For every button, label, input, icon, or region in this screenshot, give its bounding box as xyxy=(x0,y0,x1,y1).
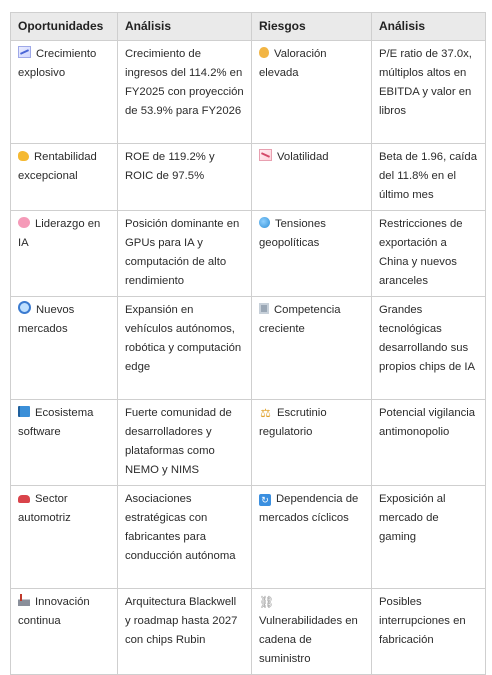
risk-analysis-cell: Exposición al mercado de gaming xyxy=(371,485,486,589)
opportunity-cell: Innovación continua xyxy=(10,588,118,675)
opportunity-analysis-cell: Fuerte comunidad de desarrolladores y pl… xyxy=(117,399,252,486)
risk-label: Competencia creciente xyxy=(259,304,341,335)
opportunity-label: Ecosistema software xyxy=(18,407,94,438)
risk-cell: Tensiones geopolíticas xyxy=(251,210,372,297)
opportunity-analysis-cell: Crecimiento de ingresos del 114.2% en FY… xyxy=(117,40,252,144)
balance-scale-icon: ⚖ xyxy=(260,406,271,420)
chart-decreasing-icon xyxy=(259,149,272,161)
risk-analysis-cell: Grandes tecnológicas desarrollando sus p… xyxy=(371,296,486,400)
header-risks: Riesgos xyxy=(251,12,372,41)
risk-cell: Volatilidad xyxy=(251,143,372,211)
table-row: Ecosistema software Fuerte comunidad de … xyxy=(10,399,486,486)
opportunity-analysis-cell: Arquitectura Blackwell y roadmap hasta 2… xyxy=(117,588,252,675)
opportunity-analysis-cell: Asociaciones estratégicas con fabricante… xyxy=(117,485,252,589)
risk-label: Tensiones geopolíticas xyxy=(259,218,326,249)
opportunity-label: Rentabilidad excepcional xyxy=(18,151,97,182)
risk-label: Dependencia de mercados cíclicos xyxy=(259,493,359,524)
opportunity-cell: Liderazgo en IA xyxy=(10,210,118,297)
chart-increasing-icon xyxy=(18,46,31,58)
risk-cell: ↻ Dependencia de mercados cíclicos xyxy=(251,485,372,589)
car-icon xyxy=(18,495,30,503)
risk-cell: Competencia creciente xyxy=(251,296,372,400)
risk-cell: ⛓ Vulnerabilidades en cadena de suministr… xyxy=(251,588,372,675)
opportunity-cell: Rentabilidad excepcional xyxy=(10,143,118,211)
risk-analysis-cell: Restricciones de exportación a China y n… xyxy=(371,210,486,297)
magnifying-glass-icon xyxy=(18,301,31,314)
opportunity-analysis-cell: Expansión en vehículos autónomos, robóti… xyxy=(117,296,252,400)
header-opportunity-analysis: Análisis xyxy=(117,12,252,41)
opportunity-analysis-cell: ROE de 119.2% y ROIC de 97.5% xyxy=(117,143,252,211)
money-bag-icon xyxy=(259,47,269,58)
risk-analysis-cell: Posibles interrupciones en fabricación xyxy=(371,588,486,675)
opportunity-cell: Crecimiento explosivo xyxy=(10,40,118,144)
opportunity-label: Nuevos mercados xyxy=(18,304,75,335)
opportunity-label: Innovación continua xyxy=(18,596,90,627)
factory-icon xyxy=(18,594,30,606)
opportunity-cell: Ecosistema software xyxy=(10,399,118,486)
risk-cell: Valoración elevada xyxy=(251,40,372,144)
header-opportunities: Oportunidades xyxy=(10,12,118,41)
opportunities-risks-table: Oportunidades Análisis Riesgos Análisis … xyxy=(10,12,486,675)
chain-link-icon: ⛓ xyxy=(259,595,275,609)
flexed-biceps-icon xyxy=(18,151,29,161)
globe-icon xyxy=(259,217,270,228)
table-row: Crecimiento explosivo Crecimiento de ing… xyxy=(10,40,486,144)
office-building-icon xyxy=(259,303,269,314)
header-risk-analysis: Análisis xyxy=(371,12,486,41)
table-header-row: Oportunidades Análisis Riesgos Análisis xyxy=(10,12,486,41)
table-row: Sector automotriz Asociaciones estratégi… xyxy=(10,485,486,589)
cycle-arrows-icon: ↻ xyxy=(259,494,271,506)
book-icon xyxy=(18,406,30,417)
table-row: Rentabilidad excepcional ROE de 119.2% y… xyxy=(10,143,486,211)
table-row: Nuevos mercados Expansión en vehículos a… xyxy=(10,296,486,400)
brain-icon xyxy=(18,217,30,228)
risk-label: Vulnerabilidades en cadena de suministro xyxy=(259,615,358,665)
risk-cell: ⚖ Escrutinio regulatorio xyxy=(251,399,372,486)
opportunity-label: Sector automotriz xyxy=(18,493,71,524)
risk-analysis-cell: Beta de 1.96, caída del 11.8% en el últi… xyxy=(371,143,486,211)
table-row: Innovación continua Arquitectura Blackwe… xyxy=(10,588,486,675)
opportunity-cell: Nuevos mercados xyxy=(10,296,118,400)
table-row: Liderazgo en IA Posición dominante en GP… xyxy=(10,210,486,297)
risk-label: Valoración elevada xyxy=(259,48,327,79)
swot-table-container: Oportunidades Análisis Riesgos Análisis … xyxy=(10,12,486,675)
opportunity-label: Liderazgo en IA xyxy=(18,218,101,249)
risk-label: Volatilidad xyxy=(277,151,329,163)
opportunity-label: Crecimiento explosivo xyxy=(18,48,97,79)
risk-analysis-cell: P/E ratio de 37.0x, múltiplos altos en E… xyxy=(371,40,486,144)
risk-analysis-cell: Potencial vigilancia antimonopolio xyxy=(371,399,486,486)
opportunity-analysis-cell: Posición dominante en GPUs para IA y com… xyxy=(117,210,252,297)
risk-label: Escrutinio regulatorio xyxy=(259,407,327,438)
opportunity-cell: Sector automotriz xyxy=(10,485,118,589)
